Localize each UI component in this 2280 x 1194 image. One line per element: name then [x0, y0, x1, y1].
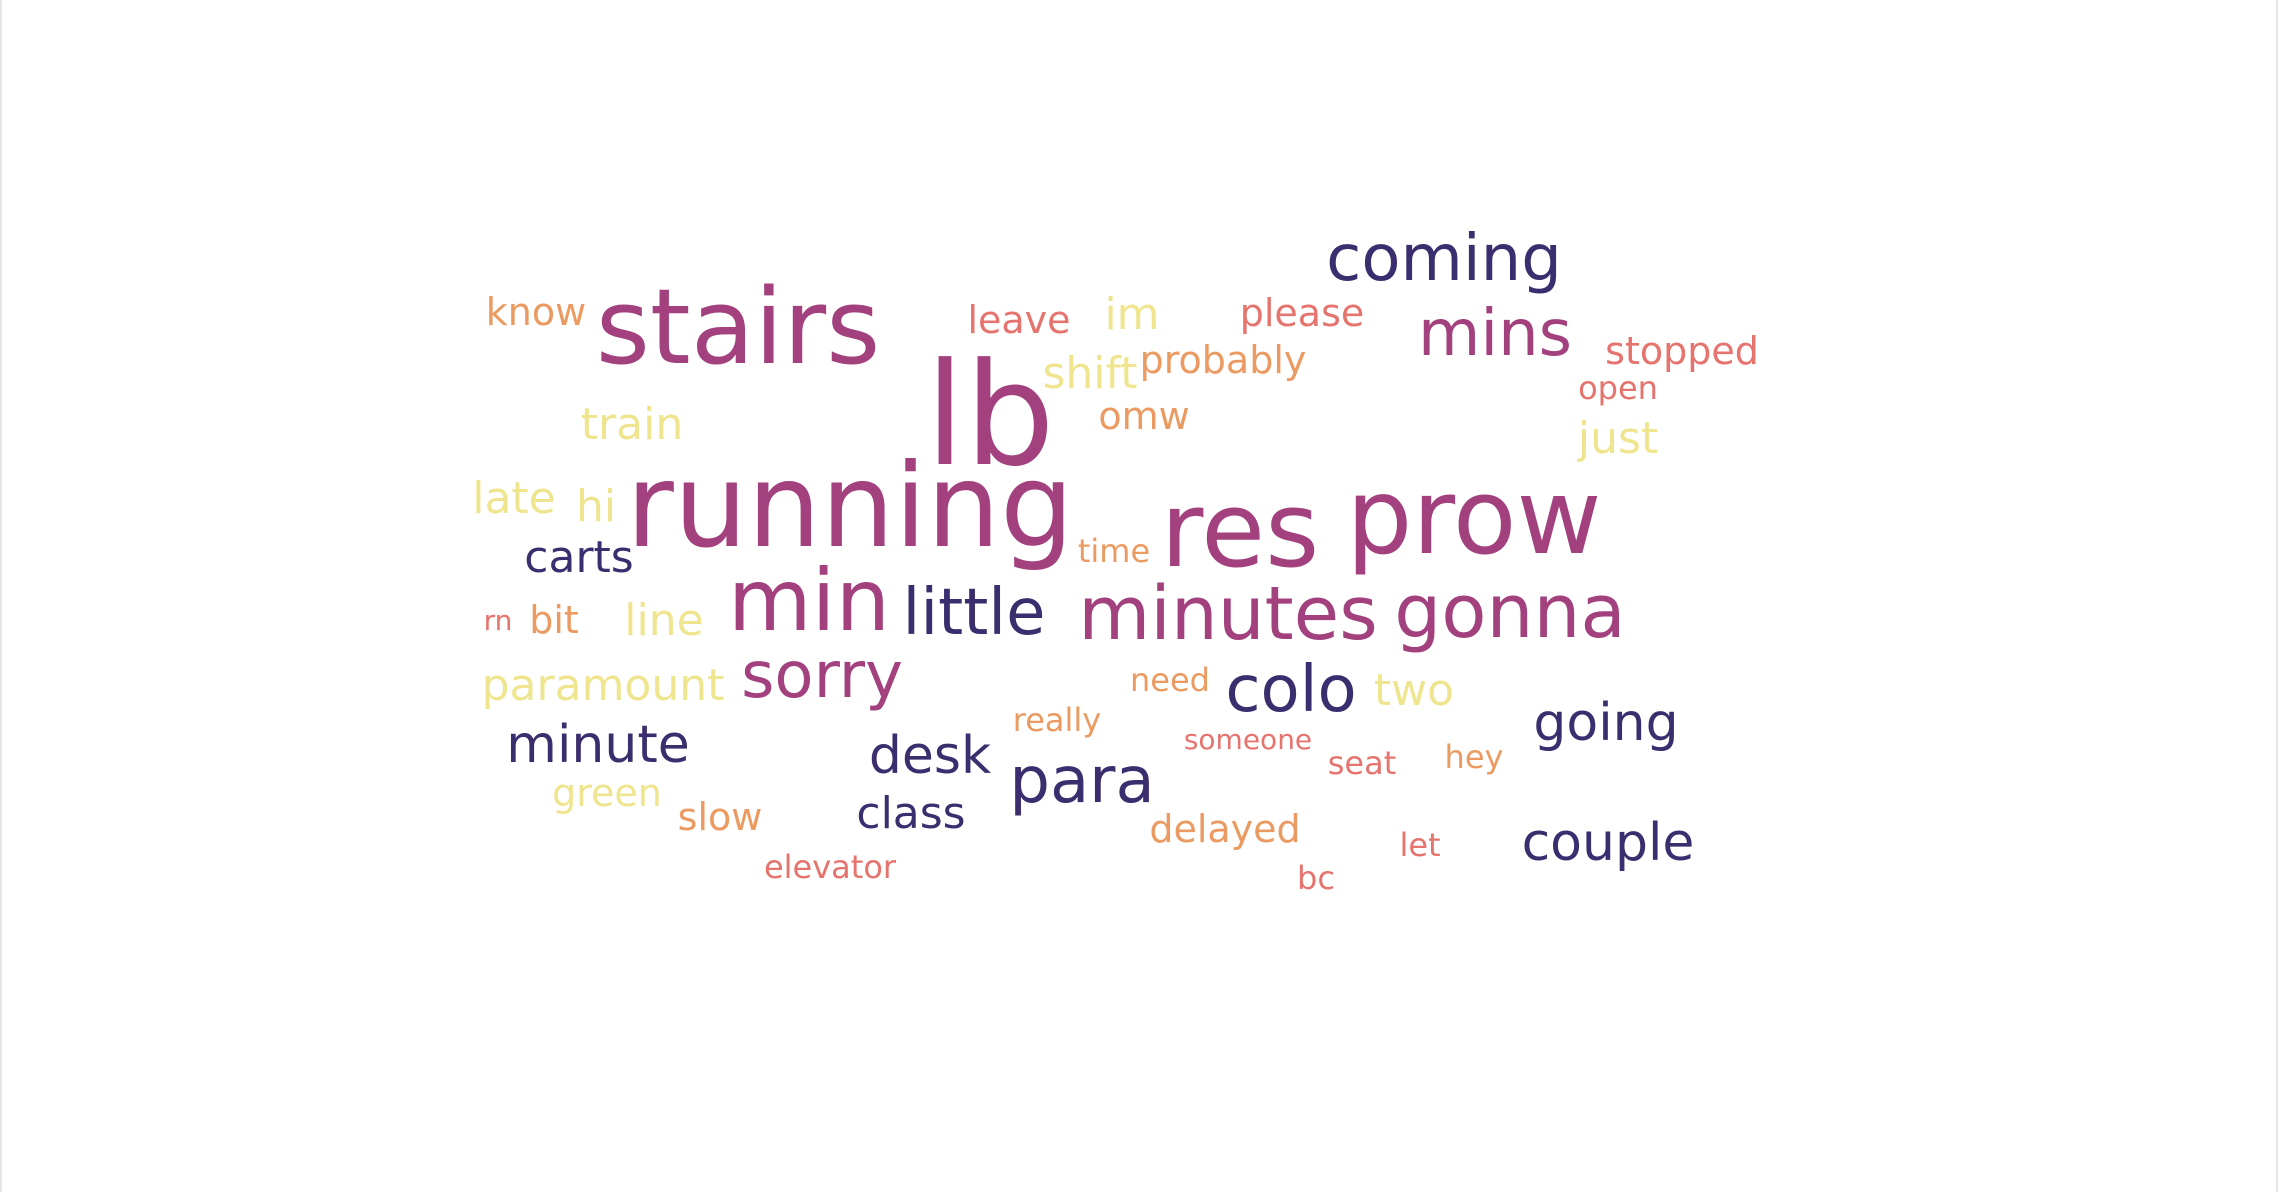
word-hi: hi [575, 481, 617, 532]
word-green: green [552, 771, 662, 815]
word-colo: colo [1225, 653, 1357, 727]
word-desk: desk [868, 726, 992, 786]
word-couple: couple [1521, 813, 1695, 873]
word-min: min [727, 551, 891, 651]
word-slow: slow [677, 795, 763, 839]
word-lb: lb [925, 333, 1055, 498]
word-little: little [902, 576, 1046, 650]
word-im: im [1104, 289, 1160, 340]
word-know: know [485, 290, 587, 334]
word-omw: omw [1098, 394, 1190, 438]
word-hey: hey [1444, 738, 1504, 776]
word-late: late [472, 473, 556, 524]
word-rn: rn [483, 604, 513, 637]
word-just: just [1577, 413, 1659, 464]
word-please: please [1239, 291, 1365, 335]
word-sorry: sorry [741, 639, 903, 713]
word-elevator: elevator [763, 848, 897, 886]
word-someone: someone [1183, 723, 1313, 756]
word-gonna: gonna [1394, 569, 1626, 655]
word-paramount: paramount [481, 660, 725, 711]
word-mins: mins [1417, 297, 1573, 371]
word-let: let [1399, 826, 1441, 864]
word-seat: seat [1327, 744, 1397, 782]
word-minute: minute [506, 715, 690, 775]
word-really: really [1012, 701, 1102, 739]
word-para: para [1009, 744, 1155, 818]
word-bit: bit [529, 598, 579, 642]
word-coming: coming [1326, 222, 1562, 296]
word-class: class [856, 788, 966, 839]
word-time: time [1077, 532, 1151, 570]
word-leave: leave [967, 298, 1071, 342]
word-going: going [1533, 693, 1679, 753]
word-carts: carts [524, 532, 634, 583]
word-res: res [1160, 469, 1320, 591]
word-delayed: delayed [1149, 807, 1301, 851]
word-shift: shift [1042, 348, 1138, 399]
word-running: running [626, 439, 1074, 574]
word-prow: prow [1346, 456, 1602, 578]
word-stairs: stairs [595, 266, 881, 388]
word-minutes: minutes [1078, 571, 1378, 657]
word-train: train [580, 399, 684, 450]
word-stopped: stopped [1605, 329, 1759, 373]
word-two: two [1373, 665, 1455, 716]
word-probably: probably [1139, 338, 1307, 382]
word-need: need [1130, 661, 1210, 699]
word-line: line [624, 595, 704, 646]
word-bc: bc [1297, 859, 1335, 897]
word-open: open [1578, 369, 1658, 407]
